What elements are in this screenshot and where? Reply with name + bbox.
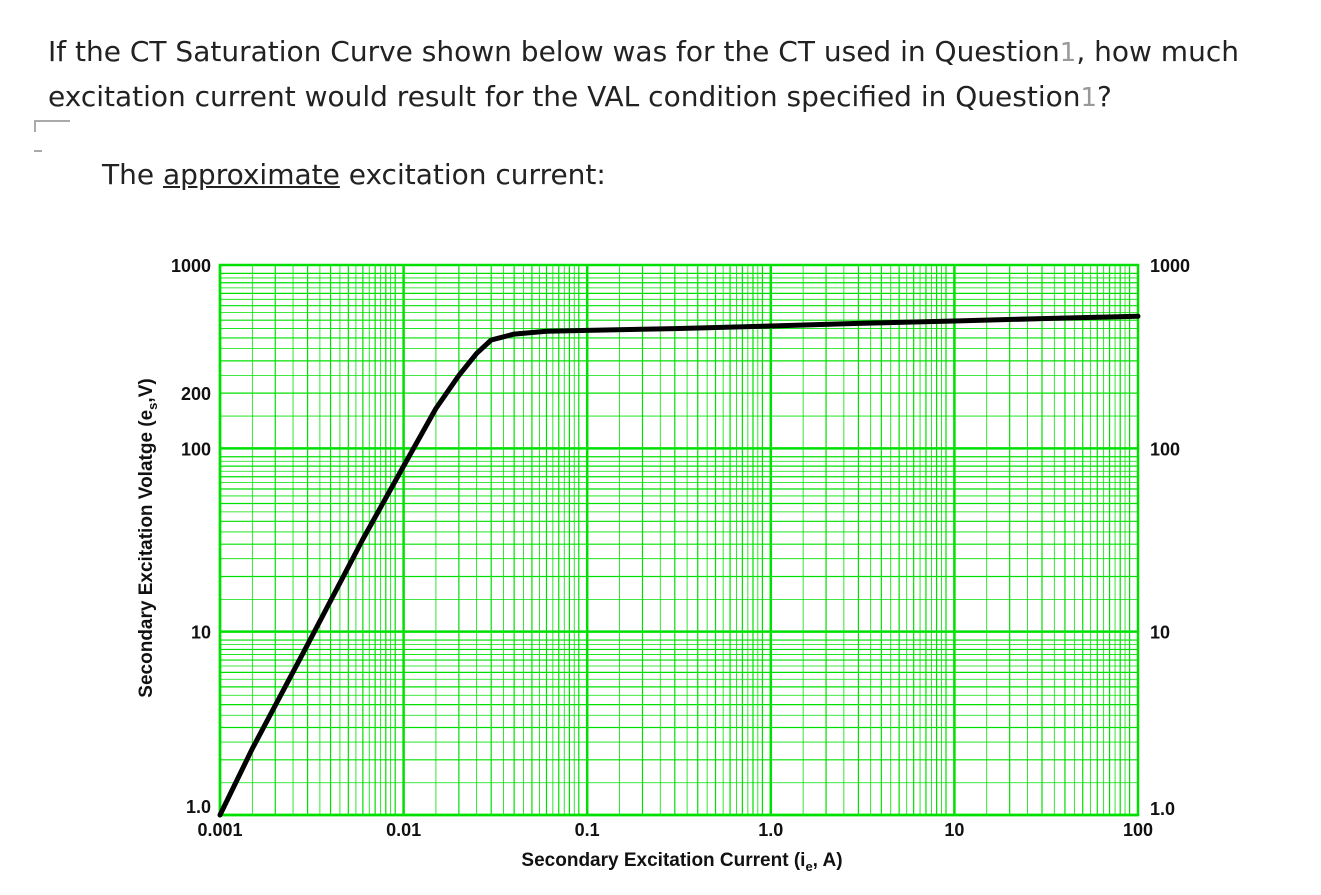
- document-marker-dash: [34, 150, 42, 152]
- curve-layer: [217, 313, 1141, 818]
- y-tick-label-right: 1000: [1150, 256, 1190, 276]
- document-marker: [34, 120, 70, 132]
- question-line1-text: If the CT Saturation Curve shown below w…: [48, 35, 1060, 68]
- y-tick-label-left: 1000: [171, 256, 211, 276]
- x-tick-label: 1.0: [758, 820, 783, 840]
- prompt-before: The: [102, 158, 163, 191]
- y-axis-label: Secondary Excitation Volatge (es,V): [136, 378, 160, 697]
- prompt-underlined-word: approximate: [162, 158, 340, 191]
- x-axis-label: Secondary Excitation Current (ie, A): [521, 850, 842, 874]
- question-line1-end: , how much: [1076, 35, 1239, 68]
- y-tick-label-right: 100: [1150, 439, 1180, 459]
- x-tick-label: 10: [944, 820, 964, 840]
- tick-labels: 0.001 0.01 0.1 1.0 10 1001.01010020010001.010…: [171, 256, 1190, 840]
- question-number-2: 1: [1080, 83, 1098, 113]
- y-tick-label-left: 10: [191, 623, 211, 643]
- y-tick-label-right: 1.0: [1150, 799, 1175, 819]
- question-text: If the CT Saturation Curve shown below w…: [48, 30, 1308, 120]
- answer-prompt: The approximate excitation current:: [102, 158, 606, 191]
- y-tick-label-left: 200: [181, 384, 211, 404]
- x-tick-label: 100: [1123, 820, 1153, 840]
- y-tick-label-left: 1.0: [186, 797, 211, 817]
- x-tick-label: 0.01: [386, 820, 421, 840]
- saturation-curve-line: [217, 313, 1141, 818]
- chart-grid: [218, 263, 1140, 817]
- prompt-after: excitation current:: [339, 158, 606, 191]
- x-tick-label: 0.1: [575, 820, 600, 840]
- y-tick-label-right: 10: [1150, 623, 1170, 643]
- y-tick-label-left: 100: [181, 439, 211, 459]
- x-tick-label: 0.001: [197, 820, 242, 840]
- question-number-1: 1: [1059, 38, 1077, 68]
- question-line2-text: excitation current would result for the …: [48, 80, 1081, 113]
- question-line2-end: ?: [1097, 80, 1112, 113]
- plot-border: [218, 263, 1140, 817]
